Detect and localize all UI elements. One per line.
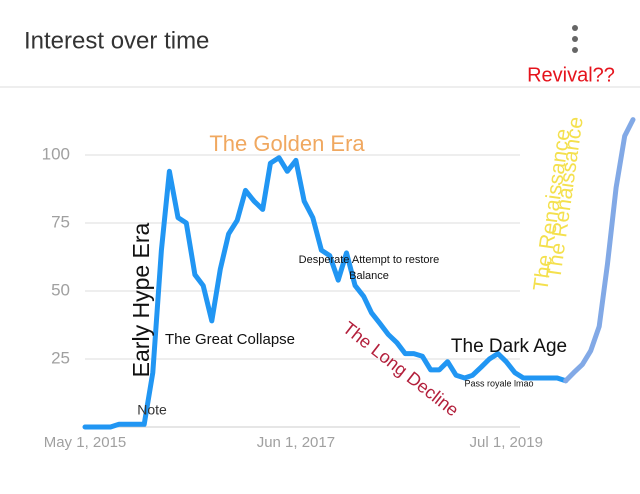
menu-button[interactable] [572, 25, 578, 53]
chart-title: Interest over time [24, 27, 209, 54]
annotation: The Long Decline [339, 318, 462, 421]
annotation: Pass royale lmao [464, 378, 533, 388]
annotation: The Golden Era [209, 131, 365, 156]
x-tick-label: May 1, 2015 [44, 434, 127, 451]
x-tick-label: Jul 1, 2019 [470, 434, 543, 451]
annotations: Revival?? The Renaissance The Renaissanc… [128, 64, 615, 420]
plot: 25 50 75 100 May 1, 2015 Jun 1, 2017 Jul 1, 20… [42, 117, 636, 451]
annotation: The Great Collapse [165, 331, 295, 348]
y-tick-label: 75 [51, 212, 70, 231]
menu-dot [572, 47, 578, 53]
annotation: Early Hype Era [128, 222, 154, 377]
annotation: Note [137, 402, 167, 418]
trend-line [563, 117, 636, 384]
y-tick-label: 50 [51, 280, 70, 299]
annotation: Desperate Attempt to restore [299, 254, 440, 266]
menu-dot [572, 36, 578, 42]
annotation: The Dark Age [451, 336, 567, 357]
x-tick-label: Jun 1, 2017 [257, 434, 335, 451]
annotation: Revival?? [527, 64, 615, 86]
y-tick-label: 100 [42, 144, 70, 163]
annotation: Balance [349, 270, 389, 282]
trend-line [82, 155, 569, 430]
menu-dot [572, 25, 578, 31]
y-tick-label: 25 [51, 348, 70, 367]
